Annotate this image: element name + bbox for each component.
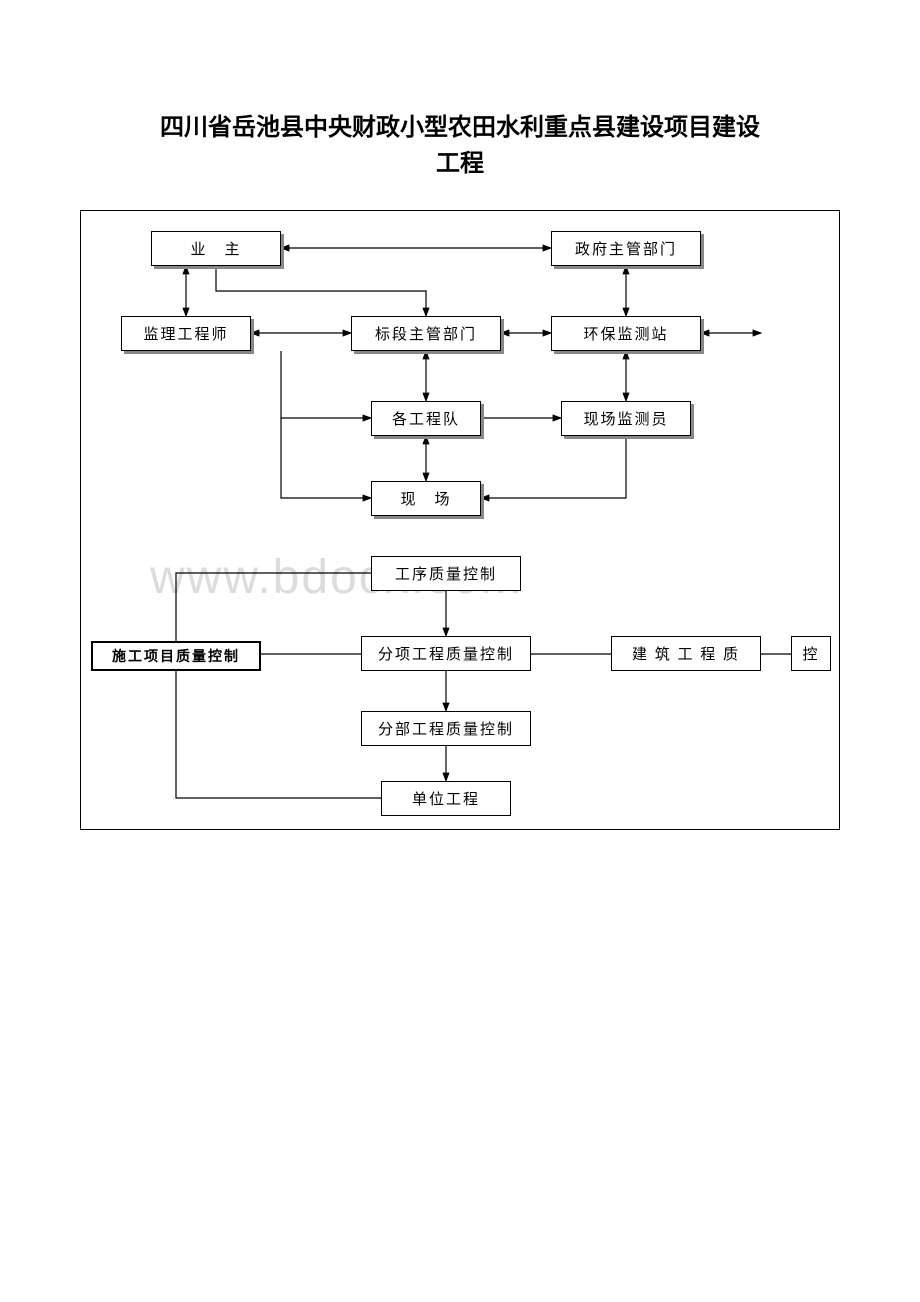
diagram-container: 业 主 政府主管部门 监理工程师 标段主管部门 环保监测站 各工程队 现场监测员… bbox=[80, 210, 840, 830]
node-owner: 业 主 bbox=[151, 231, 281, 266]
node-teams: 各工程队 bbox=[371, 401, 481, 436]
node-item-qc: 分项工程质量控制 bbox=[361, 636, 531, 671]
node-site: 现 场 bbox=[371, 481, 481, 516]
page-title: 四川省岳池县中央财政小型农田水利重点县建设项目建设 工程 bbox=[0, 110, 920, 182]
node-env-station: 环保监测站 bbox=[551, 316, 701, 351]
title-line2: 工程 bbox=[0, 146, 920, 182]
node-proj-qc: 施工项目质量控制 bbox=[91, 641, 261, 671]
node-supervisor: 监理工程师 bbox=[121, 316, 251, 351]
node-unit-proj: 单位工程 bbox=[381, 781, 511, 816]
node-part-qc: 分部工程质量控制 bbox=[361, 711, 531, 746]
title-line1: 四川省岳池县中央财政小型农田水利重点县建设项目建设 bbox=[0, 110, 920, 146]
node-gov: 政府主管部门 bbox=[551, 231, 701, 266]
node-build-q: 建 筑 工 程 质 bbox=[611, 636, 761, 671]
node-monitor: 现场监测员 bbox=[561, 401, 691, 436]
node-control: 控 bbox=[791, 636, 831, 671]
node-process-qc: 工序质量控制 bbox=[371, 556, 521, 591]
node-section: 标段主管部门 bbox=[351, 316, 501, 351]
